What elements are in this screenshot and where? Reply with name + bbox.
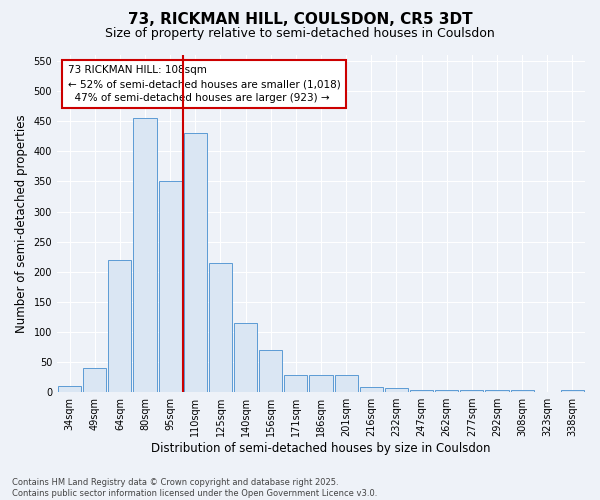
Bar [234,323,257,392]
Bar [435,390,458,392]
Bar [83,368,106,392]
Bar [310,375,332,392]
Text: Size of property relative to semi-detached houses in Coulsdon: Size of property relative to semi-detach… [105,28,495,40]
Bar [335,375,358,392]
Text: 73 RICKMAN HILL: 108sqm
← 52% of semi-detached houses are smaller (1,018)
  47% : 73 RICKMAN HILL: 108sqm ← 52% of semi-de… [68,65,340,103]
Bar [209,262,232,392]
Text: 73, RICKMAN HILL, COULSDON, CR5 3DT: 73, RICKMAN HILL, COULSDON, CR5 3DT [128,12,472,28]
Bar [460,390,484,392]
Bar [58,386,81,392]
Bar [284,375,307,392]
Bar [109,260,131,392]
Bar [385,388,408,392]
Y-axis label: Number of semi-detached properties: Number of semi-detached properties [15,114,28,333]
Bar [360,386,383,392]
Bar [485,390,509,392]
Bar [133,118,157,392]
X-axis label: Distribution of semi-detached houses by size in Coulsdon: Distribution of semi-detached houses by … [151,442,491,455]
Bar [259,350,283,392]
Bar [184,134,207,392]
Text: Contains HM Land Registry data © Crown copyright and database right 2025.
Contai: Contains HM Land Registry data © Crown c… [12,478,377,498]
Bar [158,182,182,392]
Bar [410,390,433,392]
Bar [511,390,534,392]
Bar [561,390,584,392]
